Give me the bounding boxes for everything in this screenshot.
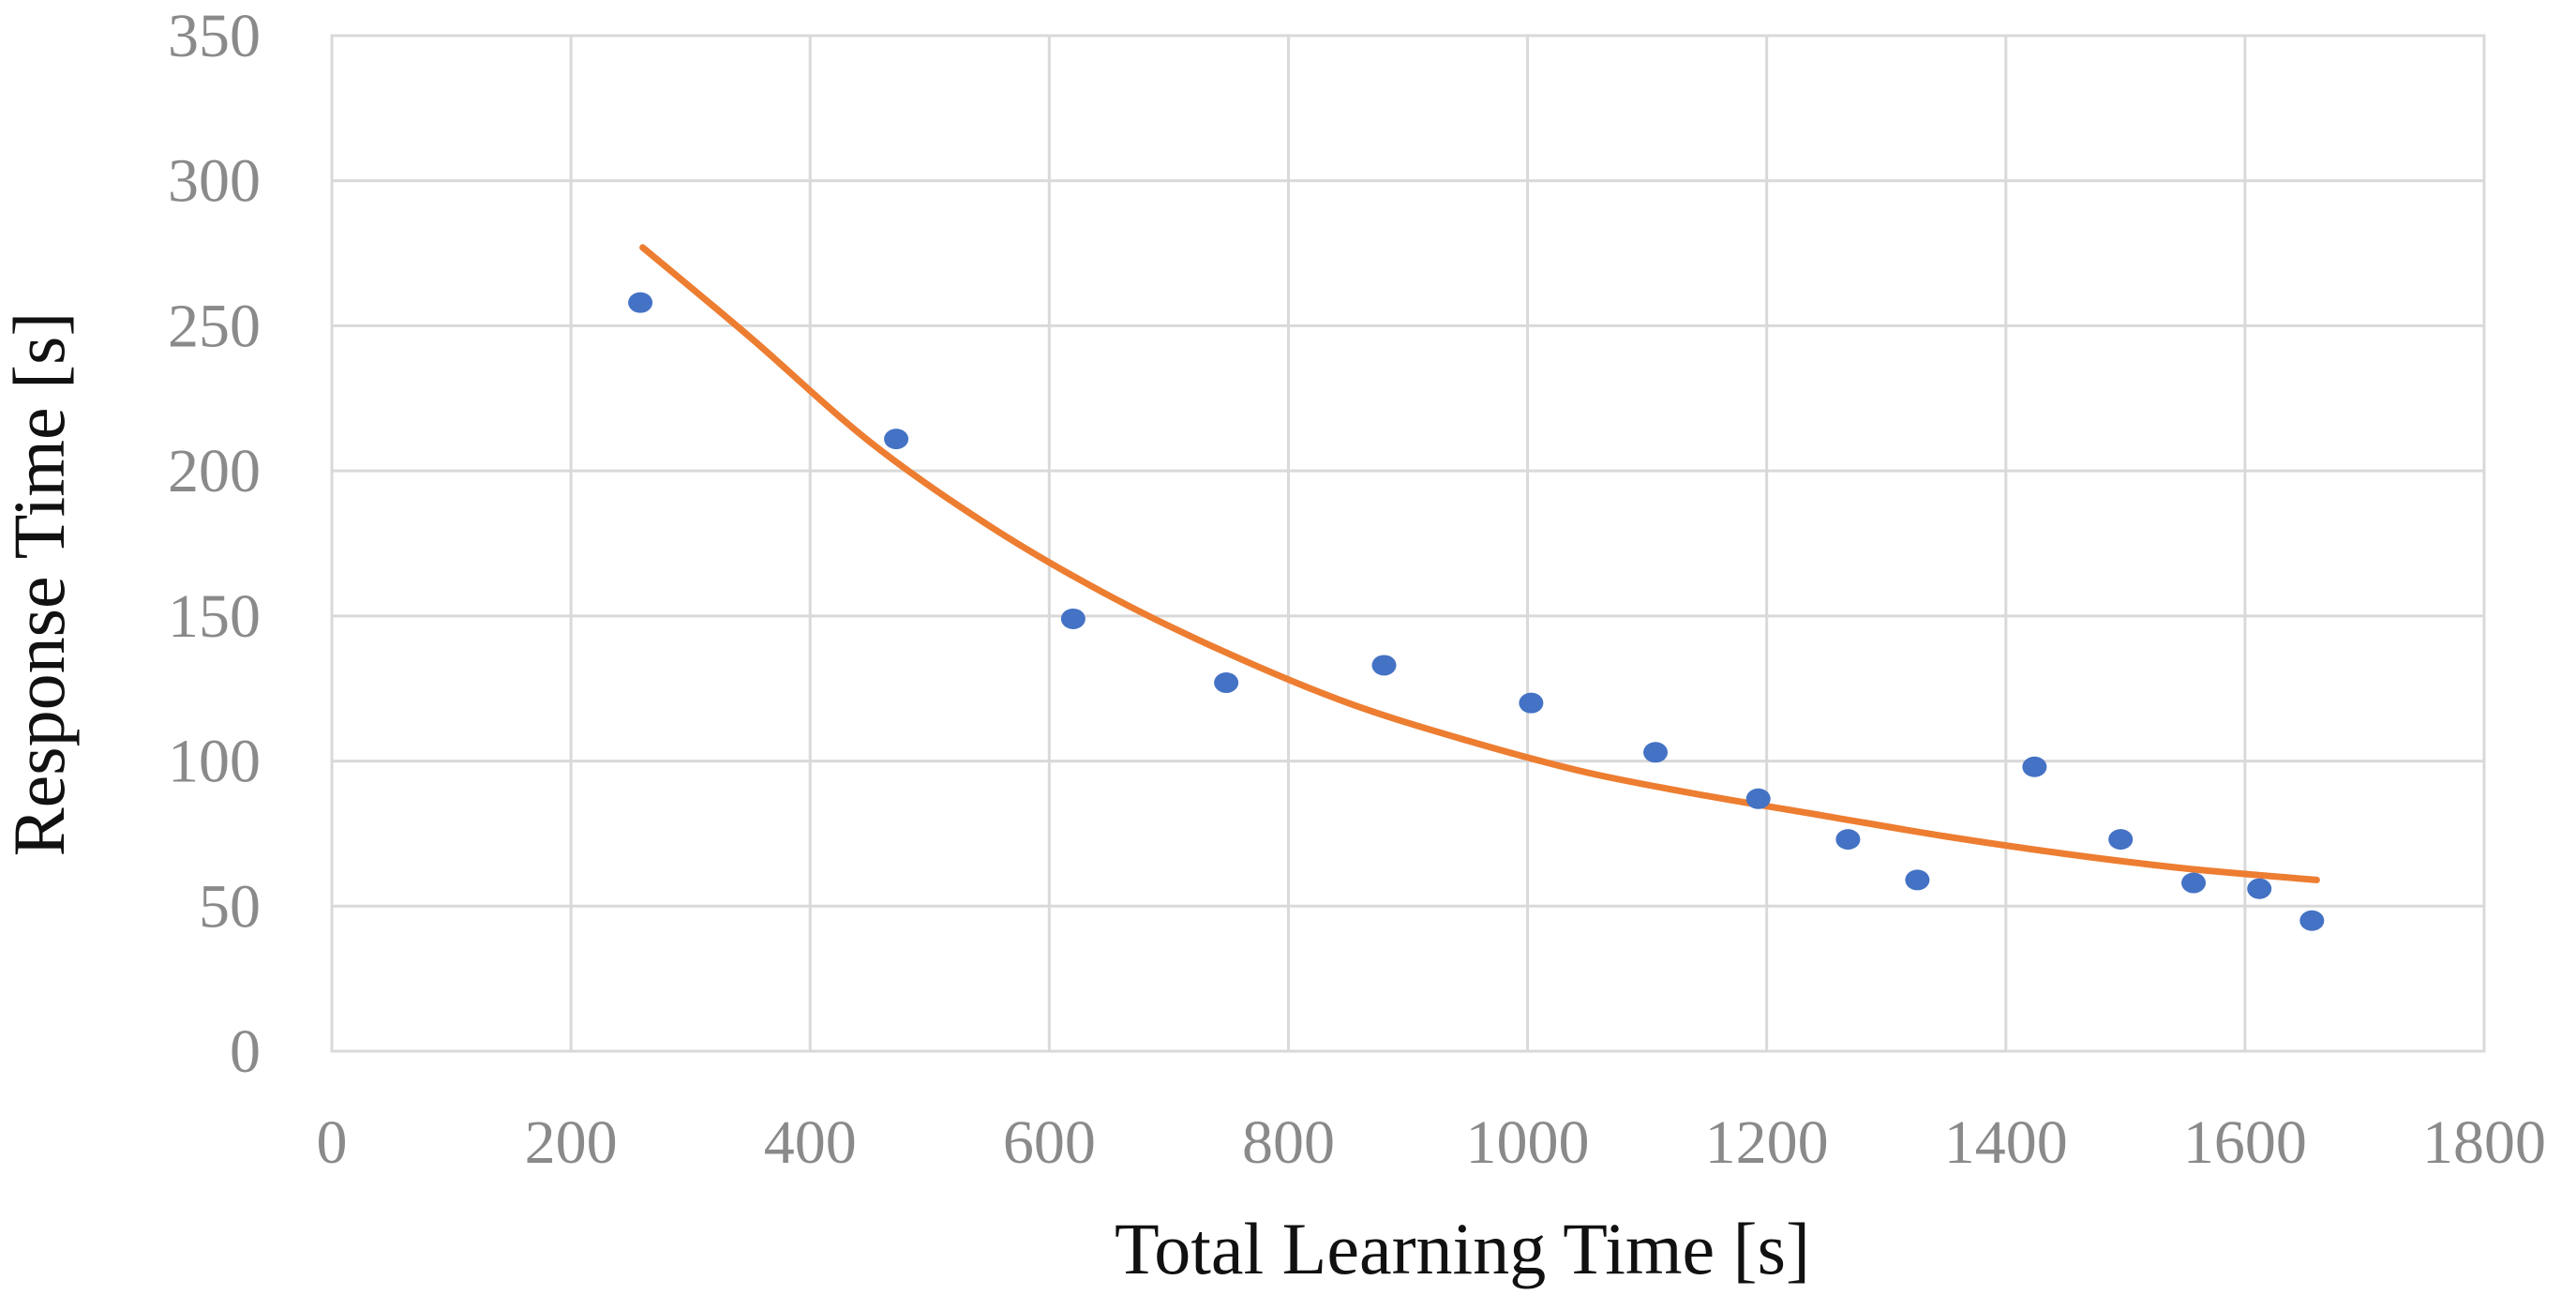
plot-frame: [330, 34, 2486, 1053]
y-tick-label: 250: [168, 292, 261, 360]
x-tick-label: 1200: [1705, 1108, 1829, 1177]
x-tick-label: 1400: [1944, 1108, 2068, 1177]
trend-line-layer: [639, 244, 2320, 883]
x-tick-label: 1600: [2183, 1108, 2307, 1177]
data-point: [1060, 608, 1086, 629]
data-point: [2181, 872, 2207, 894]
x-axis-label: Total Learning Time [s]: [1115, 1208, 1810, 1289]
x-tick-label: 200: [525, 1108, 618, 1177]
y-tick-label: 50: [199, 872, 261, 941]
y-tick-label: 100: [168, 728, 261, 796]
y-axis-label: Response Time [s]: [0, 312, 80, 857]
data-point: [2108, 829, 2134, 851]
x-tick-label: 600: [1003, 1108, 1096, 1177]
y-tick-label: 0: [230, 1017, 261, 1086]
data-point: [884, 429, 909, 450]
data-point: [1519, 692, 1544, 714]
x-tick-label: 400: [764, 1108, 857, 1177]
data-point: [1835, 829, 1861, 851]
data-point: [2022, 756, 2047, 777]
data-point: [1905, 869, 1930, 891]
y-tick-label: 150: [168, 582, 261, 651]
data-point: [628, 292, 653, 313]
tick-labels: 0 200 400 600 800 1000 1200 1400 1600 1800 0 50 100 1…: [168, 2, 2546, 1177]
data-point: [1745, 788, 1771, 809]
data-point: [2299, 910, 2325, 931]
grid: [330, 34, 2486, 1053]
x-tick-label: 0: [317, 1108, 348, 1177]
x-tick-label: 800: [1242, 1108, 1335, 1177]
x-tick-label: 1000: [1466, 1108, 1590, 1177]
y-tick-label: 350: [168, 2, 261, 70]
data-point: [1214, 672, 1239, 694]
x-tick-label: 1800: [2422, 1108, 2546, 1177]
scatter-points: [628, 292, 2325, 931]
data-point: [2247, 878, 2272, 899]
data-point: [1371, 655, 1397, 676]
y-tick-label: 200: [168, 437, 261, 505]
data-point: [1643, 742, 1669, 763]
trend-line: [639, 244, 2320, 883]
y-tick-label: 300: [168, 147, 261, 216]
